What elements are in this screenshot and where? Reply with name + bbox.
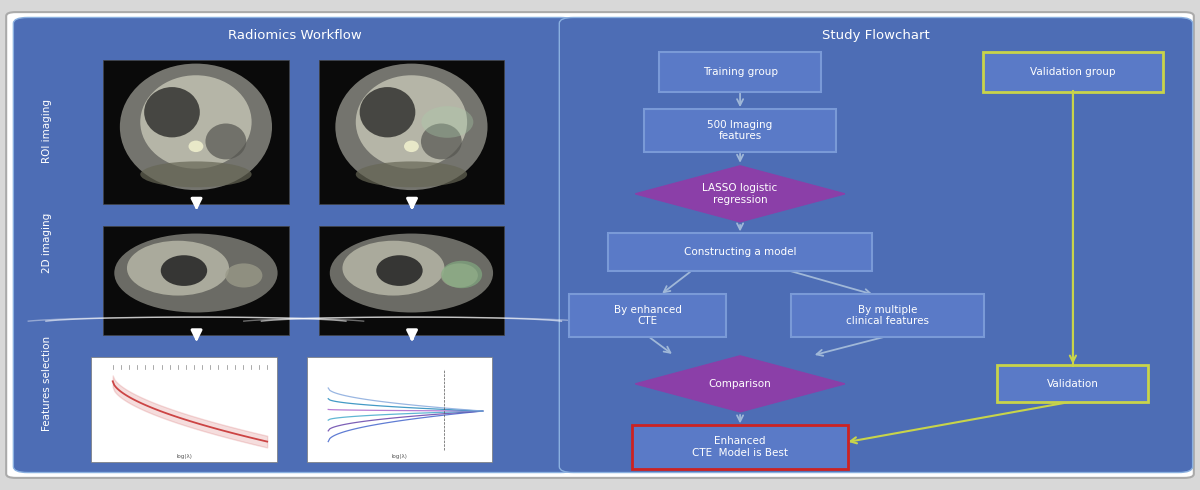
Text: Study Flowchart: Study Flowchart <box>822 29 930 42</box>
Ellipse shape <box>440 264 478 288</box>
FancyBboxPatch shape <box>983 52 1163 92</box>
Ellipse shape <box>188 141 203 152</box>
Ellipse shape <box>330 234 493 313</box>
Text: Features selection: Features selection <box>42 336 52 431</box>
Text: log(λ): log(λ) <box>176 454 192 460</box>
Ellipse shape <box>140 75 252 169</box>
Text: 2D imaging: 2D imaging <box>42 213 52 273</box>
FancyBboxPatch shape <box>631 425 848 469</box>
FancyBboxPatch shape <box>6 12 1194 478</box>
FancyBboxPatch shape <box>659 52 822 92</box>
Text: By multiple
clinical features: By multiple clinical features <box>846 305 929 326</box>
Ellipse shape <box>127 241 229 295</box>
Ellipse shape <box>140 161 252 187</box>
FancyBboxPatch shape <box>570 294 726 337</box>
Text: Training group: Training group <box>702 67 778 77</box>
Ellipse shape <box>421 106 473 138</box>
Text: By enhanced
CTE: By enhanced CTE <box>614 305 682 326</box>
Text: ROI imaging: ROI imaging <box>42 98 52 163</box>
Ellipse shape <box>205 123 246 159</box>
FancyBboxPatch shape <box>103 225 289 335</box>
Text: log(λ): log(λ) <box>391 454 408 460</box>
Text: Validation group: Validation group <box>1030 67 1116 77</box>
FancyBboxPatch shape <box>307 357 492 462</box>
Ellipse shape <box>442 261 482 288</box>
Polygon shape <box>635 166 845 222</box>
Polygon shape <box>635 356 845 412</box>
Ellipse shape <box>161 255 208 286</box>
Text: Comparison: Comparison <box>709 379 772 389</box>
Ellipse shape <box>114 234 277 313</box>
FancyBboxPatch shape <box>319 60 504 203</box>
FancyBboxPatch shape <box>103 60 289 203</box>
FancyBboxPatch shape <box>13 18 575 472</box>
Text: Enhanced
CTE  Model is Best: Enhanced CTE Model is Best <box>692 437 788 458</box>
Ellipse shape <box>335 64 487 190</box>
Text: Constructing a model: Constructing a model <box>684 247 797 257</box>
Ellipse shape <box>342 241 444 295</box>
Ellipse shape <box>360 87 415 137</box>
Ellipse shape <box>377 255 422 286</box>
FancyBboxPatch shape <box>791 294 984 337</box>
FancyBboxPatch shape <box>607 233 872 271</box>
Ellipse shape <box>226 264 263 288</box>
Ellipse shape <box>421 123 462 159</box>
Ellipse shape <box>144 87 200 137</box>
Ellipse shape <box>355 161 467 187</box>
Ellipse shape <box>120 64 272 190</box>
Text: 500 Imaging
features: 500 Imaging features <box>708 120 773 141</box>
FancyBboxPatch shape <box>559 18 1193 472</box>
FancyBboxPatch shape <box>997 366 1148 402</box>
FancyBboxPatch shape <box>319 225 504 335</box>
Text: LASSO logistic
regression: LASSO logistic regression <box>702 183 778 205</box>
Ellipse shape <box>355 75 467 169</box>
Text: Validation: Validation <box>1046 379 1099 389</box>
FancyBboxPatch shape <box>643 109 836 152</box>
FancyBboxPatch shape <box>91 357 277 462</box>
Text: Radiomics Workflow: Radiomics Workflow <box>228 29 361 42</box>
Ellipse shape <box>404 141 419 152</box>
